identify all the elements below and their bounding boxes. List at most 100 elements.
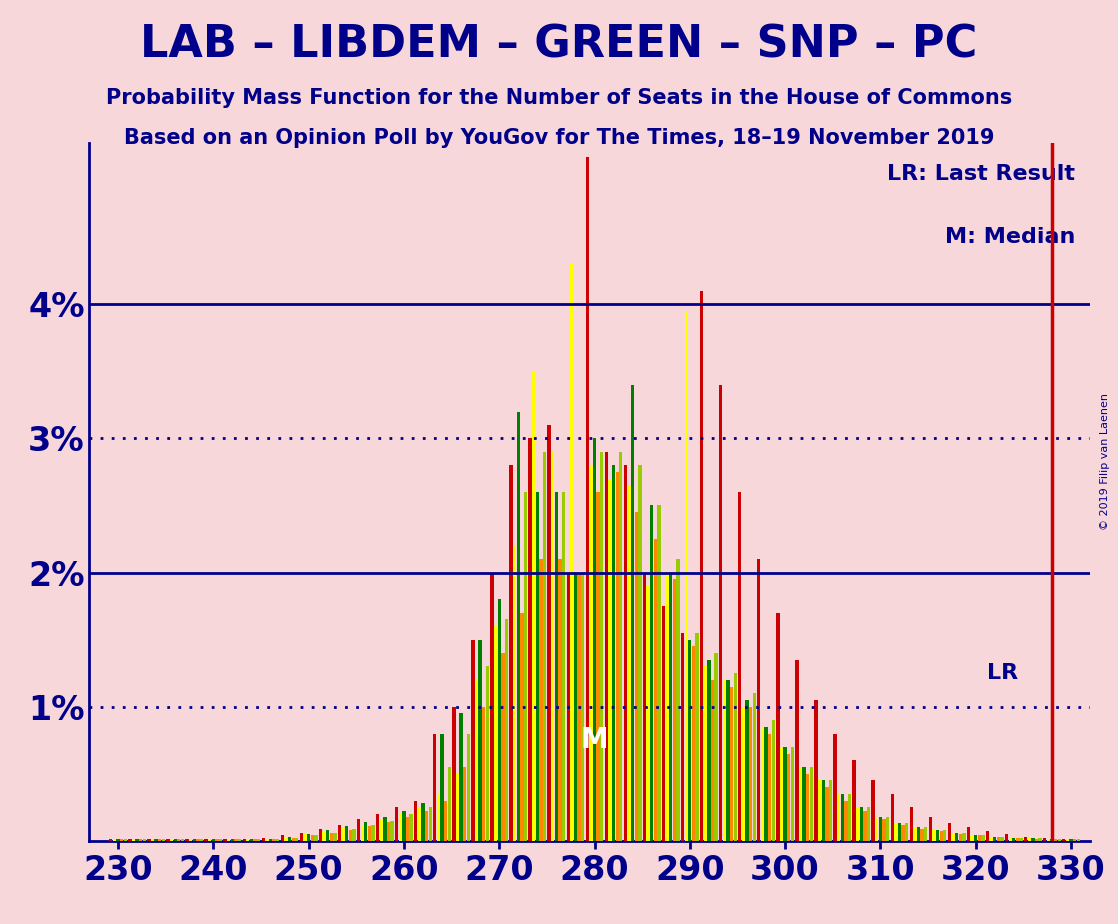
Bar bbox=[760, 727, 764, 841]
Bar bbox=[395, 808, 398, 841]
Bar bbox=[314, 835, 318, 841]
Bar bbox=[1065, 840, 1069, 841]
Bar bbox=[135, 840, 139, 841]
Bar bbox=[847, 794, 851, 841]
Bar bbox=[818, 781, 822, 841]
Bar bbox=[703, 666, 707, 841]
Bar bbox=[558, 559, 561, 841]
Bar bbox=[311, 835, 314, 841]
Bar bbox=[284, 837, 287, 841]
Bar bbox=[708, 660, 711, 841]
Bar bbox=[300, 833, 303, 841]
Bar bbox=[700, 291, 703, 841]
Bar bbox=[494, 626, 498, 841]
Bar bbox=[482, 707, 485, 841]
Bar bbox=[768, 734, 771, 841]
Bar bbox=[891, 794, 894, 841]
Bar bbox=[1073, 840, 1077, 841]
Bar bbox=[376, 814, 379, 841]
Bar bbox=[208, 840, 211, 841]
Bar bbox=[577, 573, 580, 841]
Bar bbox=[276, 840, 280, 841]
Bar bbox=[307, 834, 311, 841]
Text: M: Median: M: Median bbox=[945, 227, 1076, 247]
Bar bbox=[1008, 838, 1012, 841]
Bar bbox=[360, 825, 363, 841]
Bar bbox=[357, 820, 360, 841]
Bar bbox=[387, 822, 390, 841]
Bar bbox=[925, 827, 928, 841]
Bar bbox=[177, 840, 180, 841]
Bar bbox=[510, 465, 513, 841]
Bar bbox=[238, 840, 241, 841]
Bar bbox=[1001, 837, 1004, 841]
Bar bbox=[1020, 838, 1023, 841]
Bar bbox=[479, 639, 482, 841]
Bar bbox=[322, 832, 325, 841]
Bar bbox=[586, 157, 589, 841]
Bar bbox=[192, 840, 196, 841]
Bar bbox=[292, 838, 295, 841]
Bar bbox=[380, 820, 382, 841]
Bar bbox=[920, 829, 923, 841]
Bar bbox=[262, 838, 265, 841]
Bar bbox=[608, 479, 612, 841]
Bar bbox=[841, 794, 844, 841]
Bar bbox=[409, 814, 413, 841]
Bar bbox=[189, 840, 192, 841]
Bar bbox=[657, 505, 661, 841]
Bar bbox=[1016, 838, 1020, 841]
Bar bbox=[828, 781, 832, 841]
Bar bbox=[898, 823, 901, 841]
Bar bbox=[265, 840, 268, 841]
Bar bbox=[399, 814, 402, 841]
Bar bbox=[635, 512, 638, 841]
Bar bbox=[151, 840, 154, 841]
Bar bbox=[977, 835, 980, 841]
Bar bbox=[444, 800, 447, 841]
Bar bbox=[120, 840, 123, 841]
Bar bbox=[249, 840, 253, 841]
Bar bbox=[986, 832, 989, 841]
Bar bbox=[520, 613, 523, 841]
Bar bbox=[665, 573, 669, 841]
Bar bbox=[749, 707, 752, 841]
Bar bbox=[273, 840, 276, 841]
Bar bbox=[967, 827, 970, 841]
Text: M: M bbox=[580, 726, 608, 754]
Bar bbox=[452, 707, 455, 841]
Bar bbox=[364, 822, 368, 841]
Text: Probability Mass Function for the Number of Seats in the House of Commons: Probability Mass Function for the Number… bbox=[106, 88, 1012, 108]
Bar bbox=[158, 840, 161, 841]
Bar bbox=[597, 492, 599, 841]
Bar bbox=[689, 639, 691, 841]
Bar bbox=[383, 817, 387, 841]
Bar bbox=[929, 817, 932, 841]
Bar bbox=[631, 384, 634, 841]
Bar bbox=[989, 837, 993, 841]
Bar bbox=[402, 811, 406, 841]
Bar bbox=[113, 840, 116, 841]
Bar bbox=[456, 773, 459, 841]
Bar bbox=[906, 823, 908, 841]
Bar bbox=[733, 674, 737, 841]
Text: LAB – LIBDEM – GREEN – SNP – PC: LAB – LIBDEM – GREEN – SNP – PC bbox=[141, 23, 977, 67]
Bar bbox=[139, 840, 142, 841]
Bar bbox=[879, 817, 882, 841]
Bar bbox=[863, 811, 866, 841]
Bar bbox=[1031, 838, 1034, 841]
Bar bbox=[181, 840, 184, 841]
Bar bbox=[524, 492, 528, 841]
Bar bbox=[536, 492, 539, 841]
Bar bbox=[1005, 834, 1008, 841]
Bar bbox=[833, 734, 836, 841]
Bar bbox=[498, 600, 501, 841]
Bar bbox=[548, 425, 551, 841]
Bar bbox=[219, 840, 222, 841]
Bar bbox=[1054, 840, 1058, 841]
Bar bbox=[593, 438, 596, 841]
Bar bbox=[803, 767, 806, 841]
Bar bbox=[673, 579, 676, 841]
Bar bbox=[254, 840, 257, 841]
Bar bbox=[428, 808, 432, 841]
